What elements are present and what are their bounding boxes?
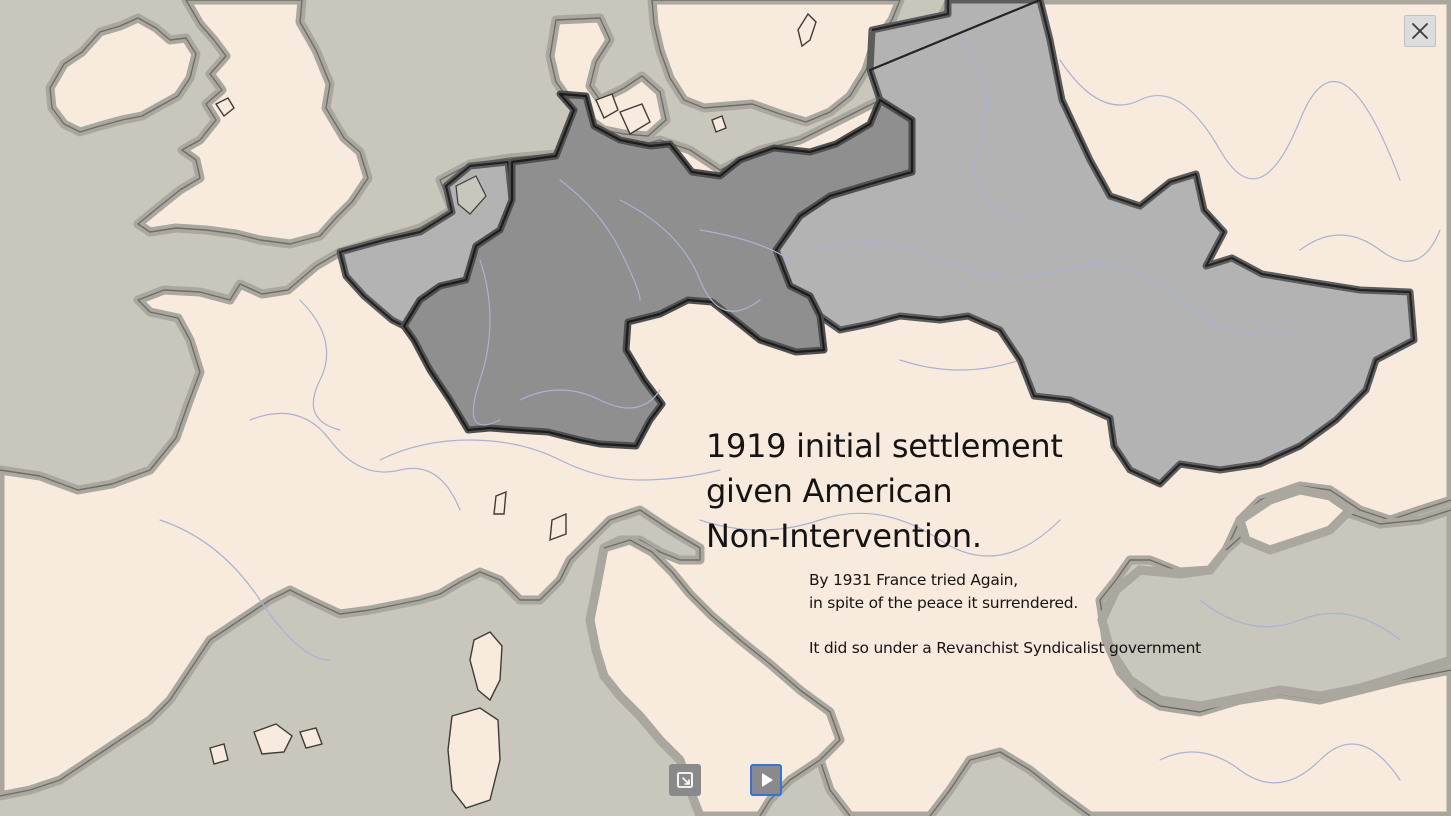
- ireland: [45, 13, 201, 137]
- black-sea: [1097, 485, 1451, 711]
- great-britain: [133, 0, 373, 249]
- note-line: It did so under a Revanchist Syndicalist…: [809, 639, 1201, 657]
- fit-to-screen-icon: [677, 772, 693, 788]
- close-icon: [1412, 23, 1428, 39]
- map-notes: By 1931 France tried Again, in spite of …: [809, 569, 1229, 660]
- fit-to-screen-button[interactable]: [669, 764, 701, 796]
- play-icon: [762, 773, 773, 787]
- play-button[interactable]: [750, 764, 782, 796]
- playback-controls: [668, 763, 788, 799]
- close-button[interactable]: [1404, 15, 1436, 47]
- danish-islands: [595, 93, 651, 136]
- note-spacer: [809, 615, 1229, 637]
- map-headline: 1919 initial settlement given American N…: [706, 424, 1126, 559]
- headline-line: given American: [706, 472, 953, 510]
- note-line: By 1931 France tried Again,: [809, 571, 1018, 589]
- headline-line: 1919 initial settlement: [706, 427, 1063, 465]
- note-line: in spite of the peace it surrendered.: [809, 594, 1079, 612]
- headline-line: Non-Intervention.: [706, 517, 982, 555]
- region-central: [400, 90, 916, 450]
- mediterranean-islands: [209, 490, 567, 809]
